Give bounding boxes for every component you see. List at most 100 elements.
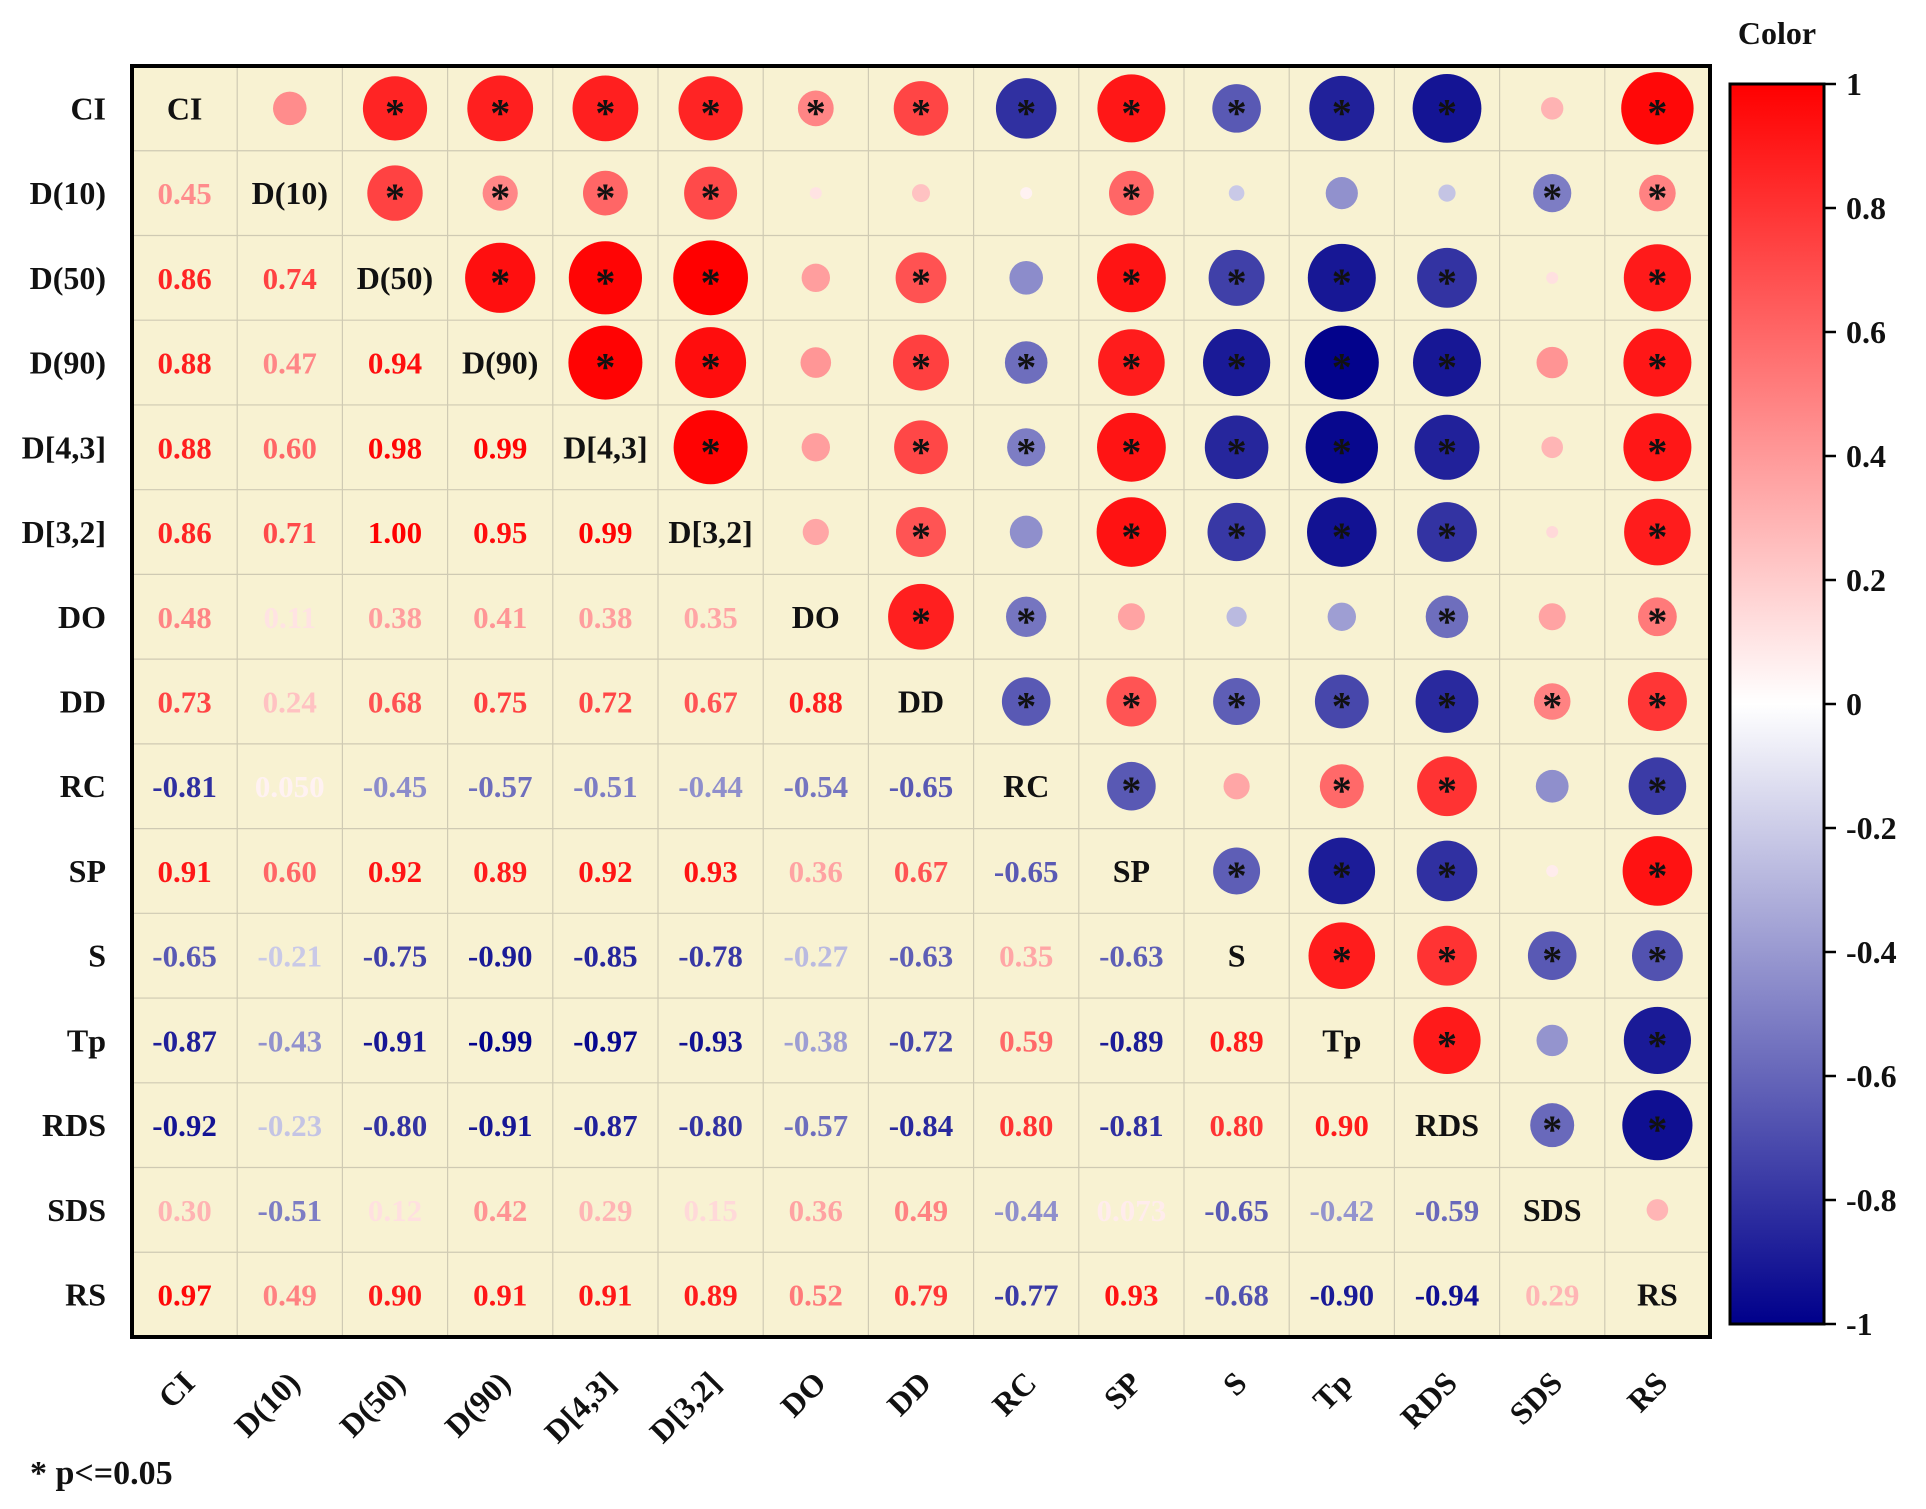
column-label: D[3,2] <box>642 1364 727 1449</box>
corr-value: -0.87 <box>152 1023 217 1058</box>
corr-value: 0.073 <box>1097 1193 1167 1228</box>
corr-value: 0.48 <box>157 600 211 635</box>
significance-star: * <box>1121 684 1141 729</box>
significance-star: * <box>1437 768 1457 813</box>
corr-value: -0.63 <box>1099 939 1164 974</box>
corr-value: 0.050 <box>255 769 325 804</box>
corr-circle <box>1414 414 1480 480</box>
diagonal-label: Tp <box>1322 1022 1361 1058</box>
corr-value: -0.65 <box>994 854 1059 889</box>
corr-circle <box>1117 603 1145 631</box>
corr-value: -0.80 <box>363 1108 428 1143</box>
corr-value: 0.90 <box>368 1278 422 1313</box>
corr-value: 0.52 <box>789 1278 843 1313</box>
corr-circle <box>1097 74 1166 143</box>
corr-value: -0.23 <box>258 1108 323 1143</box>
significance-star: * <box>1437 853 1457 898</box>
corr-circle <box>1527 931 1577 980</box>
row-label: RC <box>60 768 106 804</box>
corr-value: 0.89 <box>473 854 527 889</box>
row-label: S <box>88 938 106 974</box>
significance-star: * <box>1227 90 1247 135</box>
corr-circle <box>1621 72 1694 145</box>
corr-value: 0.36 <box>789 854 843 889</box>
corr-circle <box>673 240 748 316</box>
corr-value: -0.44 <box>994 1193 1059 1228</box>
corr-value: -0.43 <box>258 1023 323 1058</box>
corr-value: 0.89 <box>683 1278 737 1313</box>
significance-star: * <box>701 90 721 135</box>
corr-circle <box>1623 413 1692 482</box>
corr-value: -0.65 <box>889 769 954 804</box>
corr-circle <box>482 175 518 211</box>
corr-circle <box>362 76 428 141</box>
corr-circle <box>1309 75 1375 141</box>
colorbar-tick-label: -0.2 <box>1846 810 1897 846</box>
corr-circle <box>1646 1199 1669 1221</box>
corr-circle <box>1639 174 1676 212</box>
significance-star: * <box>595 90 615 135</box>
corr-value: -0.78 <box>678 939 743 974</box>
corr-circle <box>1107 761 1156 811</box>
corr-circle <box>1097 412 1166 482</box>
colorbar <box>1728 82 1826 1326</box>
corr-circle <box>1228 185 1245 201</box>
corr-circle <box>1533 174 1572 213</box>
corr-circle <box>1622 1090 1693 1161</box>
corr-circle <box>895 252 947 304</box>
significance-star: * <box>1016 345 1036 390</box>
corr-circle <box>1005 596 1047 637</box>
significance-star: * <box>490 90 510 135</box>
row-label: D(90) <box>30 345 106 381</box>
diagonal-label: RC <box>1003 768 1049 804</box>
colorbar-title: Color <box>1738 15 1816 51</box>
corr-circle <box>893 81 949 136</box>
significance-star: * <box>1542 684 1562 729</box>
corr-value: -0.77 <box>994 1278 1059 1313</box>
corr-circle <box>1109 170 1154 216</box>
corr-circle <box>465 242 536 313</box>
significance-star: * <box>1121 90 1141 135</box>
corr-circle <box>367 165 423 221</box>
corr-value: 0.11 <box>264 600 317 635</box>
significance-star: * <box>1647 768 1667 813</box>
corr-circle <box>1305 411 1379 484</box>
corr-circle <box>1319 764 1364 809</box>
significance-star: * <box>1542 175 1562 220</box>
column-label: CI <box>151 1364 202 1415</box>
corr-circle <box>1226 606 1247 627</box>
significance-star: * <box>1437 684 1457 729</box>
corr-circle <box>1533 683 1571 720</box>
significance-star: * <box>1121 429 1141 474</box>
corr-value: 0.29 <box>578 1193 632 1228</box>
corr-circle <box>1204 415 1269 480</box>
colorbar-tick-label: 0 <box>1846 686 1862 722</box>
corr-circle <box>802 518 829 546</box>
significance-star: * <box>595 175 615 220</box>
corr-circle <box>797 90 834 127</box>
corr-circle <box>1203 328 1271 397</box>
corr-value: -0.81 <box>1099 1108 1164 1143</box>
significance-star: * <box>701 345 721 390</box>
diagonal-label: CI <box>167 90 203 126</box>
significance-star: * <box>1542 1107 1562 1152</box>
diagonal-label: SP <box>1113 853 1150 889</box>
corr-circle <box>1213 847 1261 895</box>
significance-star: * <box>1121 260 1141 305</box>
corr-value: -0.87 <box>573 1108 638 1143</box>
corr-value: -0.65 <box>152 939 217 974</box>
significance-star: * <box>1121 768 1141 813</box>
significance-star: * <box>1332 853 1352 898</box>
corr-circle <box>1538 603 1566 631</box>
corr-circle <box>1417 502 1477 562</box>
corr-value: 0.67 <box>683 685 737 720</box>
corr-value: 0.60 <box>263 430 317 465</box>
significance-star: * <box>1227 514 1247 559</box>
corr-value: 0.45 <box>157 176 211 211</box>
significance-star: * <box>806 90 826 135</box>
corr-circle <box>1020 187 1033 200</box>
corr-value: 0.42 <box>473 1193 527 1228</box>
corr-value: 0.29 <box>1525 1278 1579 1313</box>
significance-star: * <box>1332 514 1352 559</box>
diagonal-label: SDS <box>1523 1192 1582 1228</box>
